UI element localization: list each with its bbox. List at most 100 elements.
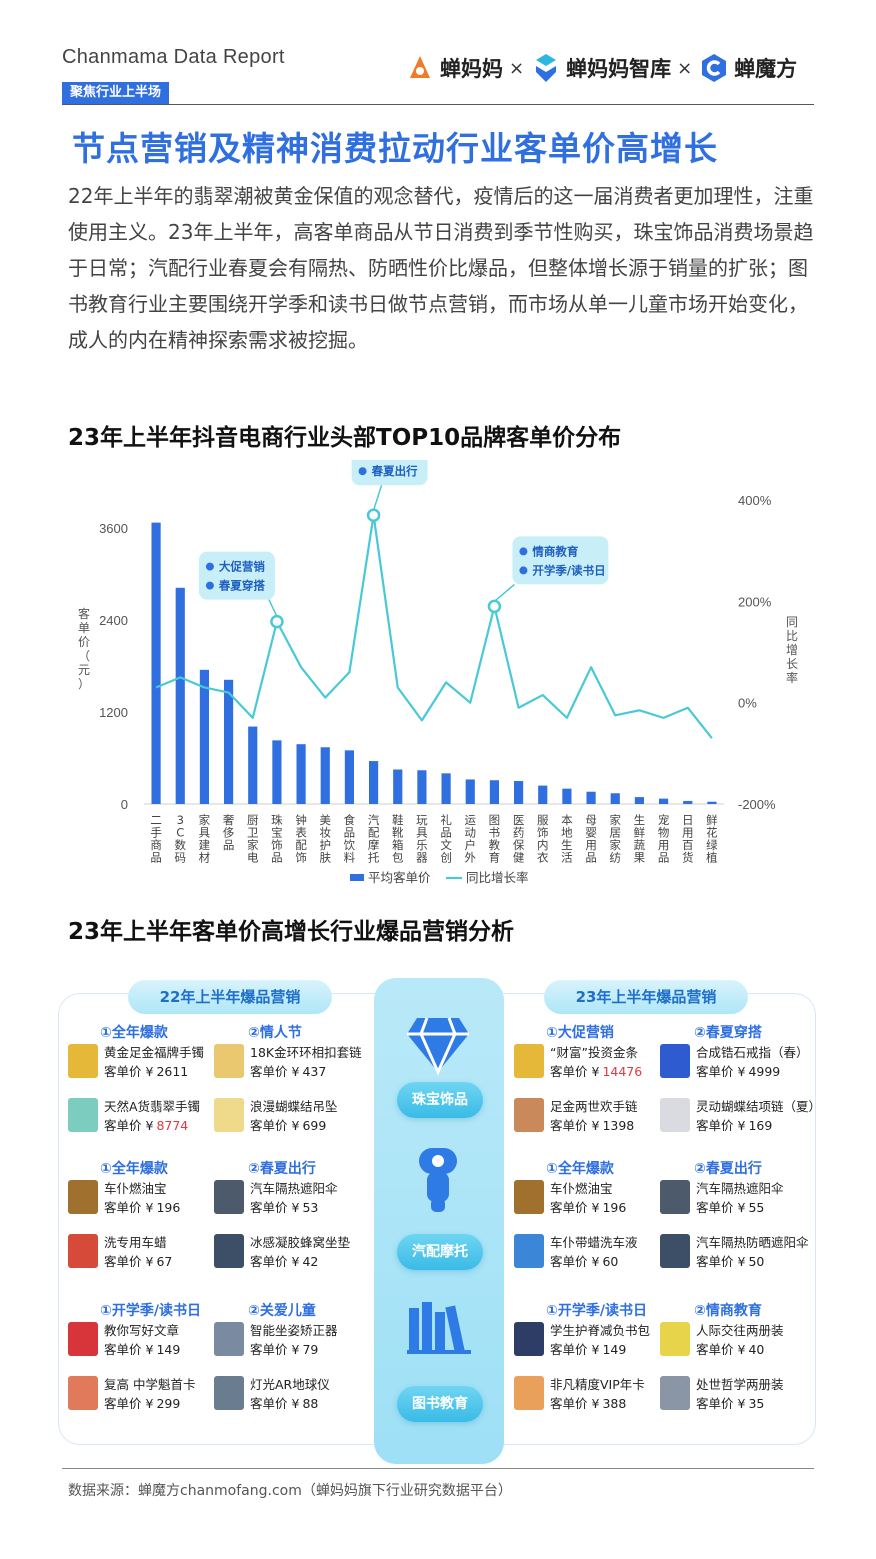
product-price: 客单价 ¥14476 xyxy=(550,1061,642,1080)
price-value: 60 xyxy=(602,1254,619,1269)
bar-钟表配饰 xyxy=(296,744,306,804)
price-value: 40 xyxy=(748,1342,765,1357)
currency-symbol: ¥ xyxy=(145,1200,154,1215)
currency-symbol: ¥ xyxy=(291,1396,300,1411)
x-tick-label-char: 果 xyxy=(634,851,646,865)
x-tick-label-char: 钟 xyxy=(295,813,307,827)
product-thumbnail xyxy=(214,1376,244,1410)
y-right-axis-label-char: 增 xyxy=(786,643,798,657)
product-name: 车仆带蜡洗车液 xyxy=(550,1235,638,1250)
product-thumbnail xyxy=(68,1180,98,1214)
bar-母婴用品 xyxy=(586,791,596,804)
chanmama-logo-text: 蝉妈妈 xyxy=(440,57,503,81)
bar-玩具乐器 xyxy=(417,770,427,804)
x-tick-label-char: 动 xyxy=(465,826,477,840)
x-tick-label-char: 靴 xyxy=(392,826,404,840)
x-tick-label-char: 料 xyxy=(344,851,356,865)
y-left-tick-label: 2400 xyxy=(99,613,128,628)
price-label: 客单价 xyxy=(250,1200,292,1215)
x-tick-label-char: 家 xyxy=(247,838,259,852)
price-value: 437 xyxy=(302,1064,327,1079)
x-tick-label-char: 汽 xyxy=(368,813,380,827)
right-column-header: 23年上半年爆品营销 xyxy=(544,980,748,1014)
x-tick-label-char: 手 xyxy=(150,826,162,840)
x-tick-label-char: 绿 xyxy=(706,838,718,852)
currency-symbol: ¥ xyxy=(145,1064,154,1079)
product-name: 车仆燃油宝 xyxy=(550,1181,613,1196)
x-tick-label-char: 器 xyxy=(416,851,428,865)
y-right-axis-label-char: 同 xyxy=(786,615,798,629)
product-thumbnail xyxy=(514,1322,544,1356)
currency-symbol: ¥ xyxy=(737,1064,746,1079)
product-price: 客单价 ¥437 xyxy=(250,1061,326,1080)
currency-symbol: ¥ xyxy=(737,1396,746,1411)
product-name: 处世哲学两册装 xyxy=(696,1377,784,1392)
annotation-marker xyxy=(270,614,284,629)
product-name: 汽车隔热防晒遮阳伞 xyxy=(696,1235,809,1250)
bar-宠物用品 xyxy=(658,798,669,804)
product-price: 客单价 ¥35 xyxy=(696,1393,764,1412)
product-price: 客单价 ¥149 xyxy=(550,1339,626,1358)
group-title: ①大促营销 xyxy=(546,1025,614,1041)
x-tick-label-char: 健 xyxy=(513,851,525,865)
currency-symbol: ¥ xyxy=(291,1118,300,1133)
x-tick-label-char: 商 xyxy=(150,838,162,852)
currency-symbol: ¥ xyxy=(737,1254,746,1269)
product-name: 汽车隔热遮阳伞 xyxy=(250,1181,338,1196)
price-value: 388 xyxy=(602,1396,627,1411)
product-name: 合成锆石戒指（春） xyxy=(696,1045,809,1060)
price-label: 客单价 xyxy=(250,1254,292,1269)
product-name: 人际交往两册装 xyxy=(696,1323,784,1338)
price-value: 699 xyxy=(302,1118,327,1133)
price-value: 53 xyxy=(302,1200,319,1215)
books-icon xyxy=(407,1302,471,1354)
legend-swatch-bar xyxy=(350,874,364,881)
x-tick-label-char: 衣 xyxy=(537,851,549,865)
annotation-box xyxy=(198,551,275,600)
product-name: 浪漫蝴蝶结吊坠 xyxy=(250,1099,338,1114)
section-tag: 聚焦行业上半场 xyxy=(62,82,170,104)
annotation-connector xyxy=(493,583,515,602)
product-price: 客单价 ¥88 xyxy=(250,1393,318,1412)
product-price: 客单价 ¥50 xyxy=(696,1251,764,1270)
price-label: 客单价 xyxy=(696,1254,738,1269)
product-price: 客单价 ¥388 xyxy=(550,1393,626,1412)
logo-separator: × xyxy=(509,57,525,79)
annotation-box xyxy=(351,460,428,486)
x-tick-label-char: 宝 xyxy=(271,826,283,840)
price-label: 客单价 xyxy=(104,1396,146,1411)
x-tick-label-char: 奢 xyxy=(223,813,235,827)
product-name: 冰感凝胶蜂窝坐垫 xyxy=(250,1235,351,1250)
bar-鲜花绿植 xyxy=(707,801,717,804)
product-thumbnail xyxy=(214,1180,244,1214)
product-name: 学生护脊减负书包 xyxy=(550,1323,651,1338)
x-tick-label-char: 文 xyxy=(440,838,452,852)
product-price: 客单价 ¥699 xyxy=(250,1115,326,1134)
currency-symbol: ¥ xyxy=(291,1200,300,1215)
x-tick-label-char: 数 xyxy=(175,838,187,852)
price-value: 2611 xyxy=(156,1064,189,1079)
annotation-text: 春夏穿搭 xyxy=(219,579,265,593)
x-tick-label-char: 家 xyxy=(610,813,622,827)
bar-食品饮料 xyxy=(344,750,355,804)
x-tick-label-char: 摩 xyxy=(368,838,380,852)
price-label: 客单价 xyxy=(696,1200,738,1215)
intro-paragraph: 22年上半年的翡翠潮被黄金保值的观念替代，疫情后的这一届消费者更加理性，注重使用… xyxy=(68,184,814,352)
bar-服饰内衣 xyxy=(538,785,548,804)
y-left-axis-label-char: ） xyxy=(78,677,90,691)
x-tick-label-char: 蔬 xyxy=(634,838,646,852)
product-thumbnail xyxy=(214,1098,244,1132)
product-thumbnail xyxy=(660,1044,690,1078)
product-price: 客单价 ¥1398 xyxy=(550,1115,634,1134)
bar-图书教育 xyxy=(489,780,500,804)
currency-symbol: ¥ xyxy=(291,1254,300,1269)
x-tick-label-char: 码 xyxy=(175,851,187,865)
x-tick-label-char: 礼 xyxy=(440,813,452,827)
category-auto-label: 汽配摩托 xyxy=(397,1234,483,1270)
y-right-axis-label-char: 比 xyxy=(786,629,798,643)
product-thumbnail xyxy=(514,1180,544,1214)
x-tick-label-char: 3 xyxy=(177,813,184,827)
left-column-header: 22年上半年爆品营销 xyxy=(128,980,332,1014)
annotation-connector xyxy=(268,599,278,617)
y-left-axis-label-char: 价 xyxy=(78,635,90,649)
